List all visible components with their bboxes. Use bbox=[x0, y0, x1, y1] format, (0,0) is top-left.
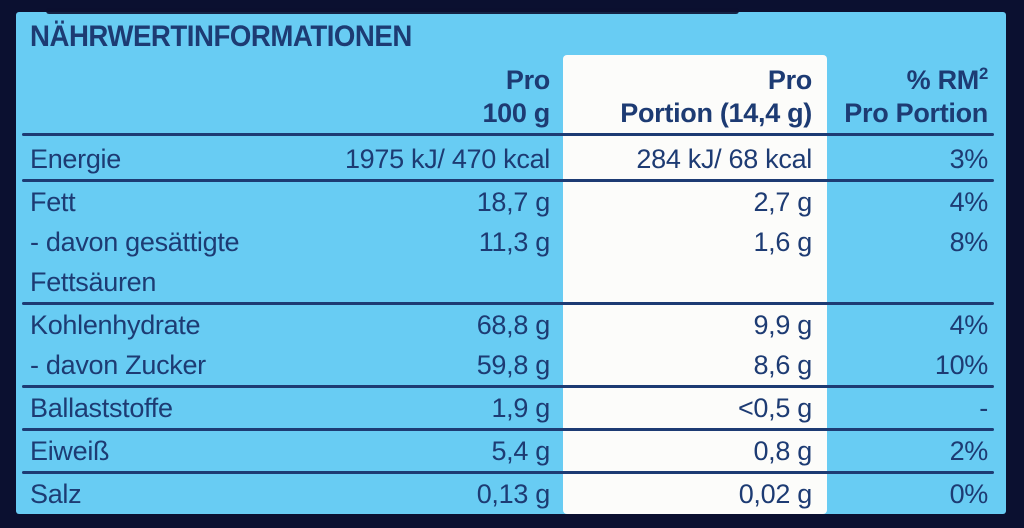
nutrition-content: NÄHRWERTINFORMATIONEN Pro 100 g Pro Port… bbox=[16, 12, 1006, 514]
value-rm-percent: 10% bbox=[934, 350, 988, 380]
table-row: Energie 1975 kJ/ 470 kcal 284 kJ/ 68 kca… bbox=[30, 139, 988, 179]
nutrient-label: - davon gesättigte Fettsäuren bbox=[30, 222, 330, 302]
nutrient-label-line1: Ballaststoffe bbox=[30, 393, 173, 423]
row-divider bbox=[22, 385, 994, 388]
value-per-portion: 284 kJ/ 68 kcal bbox=[636, 144, 812, 174]
value-per-portion: 1,6 g bbox=[753, 227, 812, 257]
value-per-portion: 9,9 g bbox=[753, 310, 812, 340]
value-per-100g: 59,8 g bbox=[476, 350, 551, 380]
value-per-portion: 2,7 g bbox=[753, 187, 812, 217]
nutrient-label: Fett bbox=[30, 182, 330, 222]
per-100g-line1: Pro bbox=[505, 65, 550, 95]
value-per-100g: 1975 kJ/ 470 kcal bbox=[344, 144, 550, 174]
nutrient-label: Kohlenhydrate bbox=[30, 305, 330, 345]
nutrient-label-line1: Energie bbox=[30, 144, 121, 174]
value-per-portion: 8,6 g bbox=[753, 350, 812, 380]
per-100g-line2: 100 g bbox=[482, 98, 550, 128]
value-rm-percent: 0% bbox=[949, 479, 989, 509]
page-title: NÄHRWERTINFORMATIONEN bbox=[30, 20, 412, 53]
value-per-100g: 68,8 g bbox=[476, 310, 551, 340]
nutrient-label-line1: - davon Zucker bbox=[30, 350, 206, 380]
row-divider bbox=[22, 302, 994, 305]
rm-label: % RM bbox=[906, 65, 980, 95]
row-divider bbox=[22, 428, 994, 431]
table-row: Eiweiß 5,4 g 0,8 g 2% bbox=[30, 431, 988, 471]
nutrition-panel: NÄHRWERTINFORMATIONEN Pro 100 g Pro Port… bbox=[16, 8, 1006, 514]
nutrient-label-line1: Salz bbox=[30, 479, 82, 509]
value-rm-percent: 8% bbox=[949, 227, 989, 257]
nutrient-label-line1: Eiweiß bbox=[30, 436, 110, 466]
value-per-100g: 18,7 g bbox=[476, 187, 551, 217]
table-header: Pro 100 g Pro Portion (14,4 g) % RM2 Pro… bbox=[30, 64, 988, 130]
value-per-portion: <0,5 g bbox=[737, 393, 812, 423]
value-rm-percent: 4% bbox=[949, 310, 989, 340]
rm-percent-line2: Pro Portion bbox=[844, 98, 988, 128]
rm-footnote-superscript: 2 bbox=[978, 64, 988, 83]
column-header-per-100g: Pro 100 g bbox=[330, 64, 550, 130]
column-header-per-portion: Pro Portion (14,4 g) bbox=[550, 64, 812, 130]
nutrition-rows: Energie 1975 kJ/ 470 kcal 284 kJ/ 68 kca… bbox=[22, 139, 994, 514]
nutrient-label: Ballaststoffe bbox=[30, 388, 330, 428]
nutrient-label-line1: - davon gesättigte bbox=[30, 227, 240, 257]
table-row: Fett 18,7 g 2,7 g 4% bbox=[30, 182, 988, 222]
value-per-100g: 5,4 g bbox=[491, 436, 550, 466]
table-row: Salz 0,13 g 0,02 g 0% bbox=[30, 474, 988, 514]
nutrient-label: Energie bbox=[30, 139, 330, 179]
table-row: - davon Zucker 59,8 g 8,6 g 10% bbox=[30, 345, 988, 385]
column-header-rm-percent: % RM2 Pro Portion bbox=[812, 64, 988, 130]
value-rm-percent: - bbox=[979, 393, 988, 423]
per-portion-line1: Pro bbox=[767, 65, 812, 95]
nutrient-label-line1: Fett bbox=[30, 187, 76, 217]
value-per-100g: 11,3 g bbox=[478, 227, 551, 257]
row-divider bbox=[22, 471, 994, 474]
nutrient-label: Eiweiß bbox=[30, 431, 330, 471]
table-row: Kohlenhydrate 68,8 g 9,9 g 4% bbox=[30, 305, 988, 345]
row-divider bbox=[22, 179, 994, 182]
value-rm-percent: 4% bbox=[949, 187, 989, 217]
per-portion-line2: Portion (14,4 g) bbox=[620, 98, 812, 128]
nutrient-label: Salz bbox=[30, 474, 330, 514]
value-rm-percent: 2% bbox=[949, 436, 989, 466]
nutrient-label: - davon Zucker bbox=[30, 345, 330, 385]
header-divider bbox=[22, 133, 994, 136]
value-per-100g: 1,9 g bbox=[491, 393, 550, 423]
rm-percent-line1: % RM2 bbox=[812, 64, 989, 97]
table-row: - davon gesättigte Fettsäuren 11,3 g 1,6… bbox=[30, 222, 988, 302]
value-per-100g: 0,13 g bbox=[476, 479, 551, 509]
value-per-portion: 0,02 g bbox=[738, 479, 813, 509]
nutrient-label-line2: Fettsäuren bbox=[30, 267, 157, 297]
nutrient-label-line1: Kohlenhydrate bbox=[30, 310, 201, 340]
table-row: Ballaststoffe 1,9 g <0,5 g - bbox=[30, 388, 988, 428]
value-rm-percent: 3% bbox=[949, 144, 989, 174]
portion-column-highlight bbox=[563, 55, 827, 514]
value-per-portion: 0,8 g bbox=[753, 436, 812, 466]
